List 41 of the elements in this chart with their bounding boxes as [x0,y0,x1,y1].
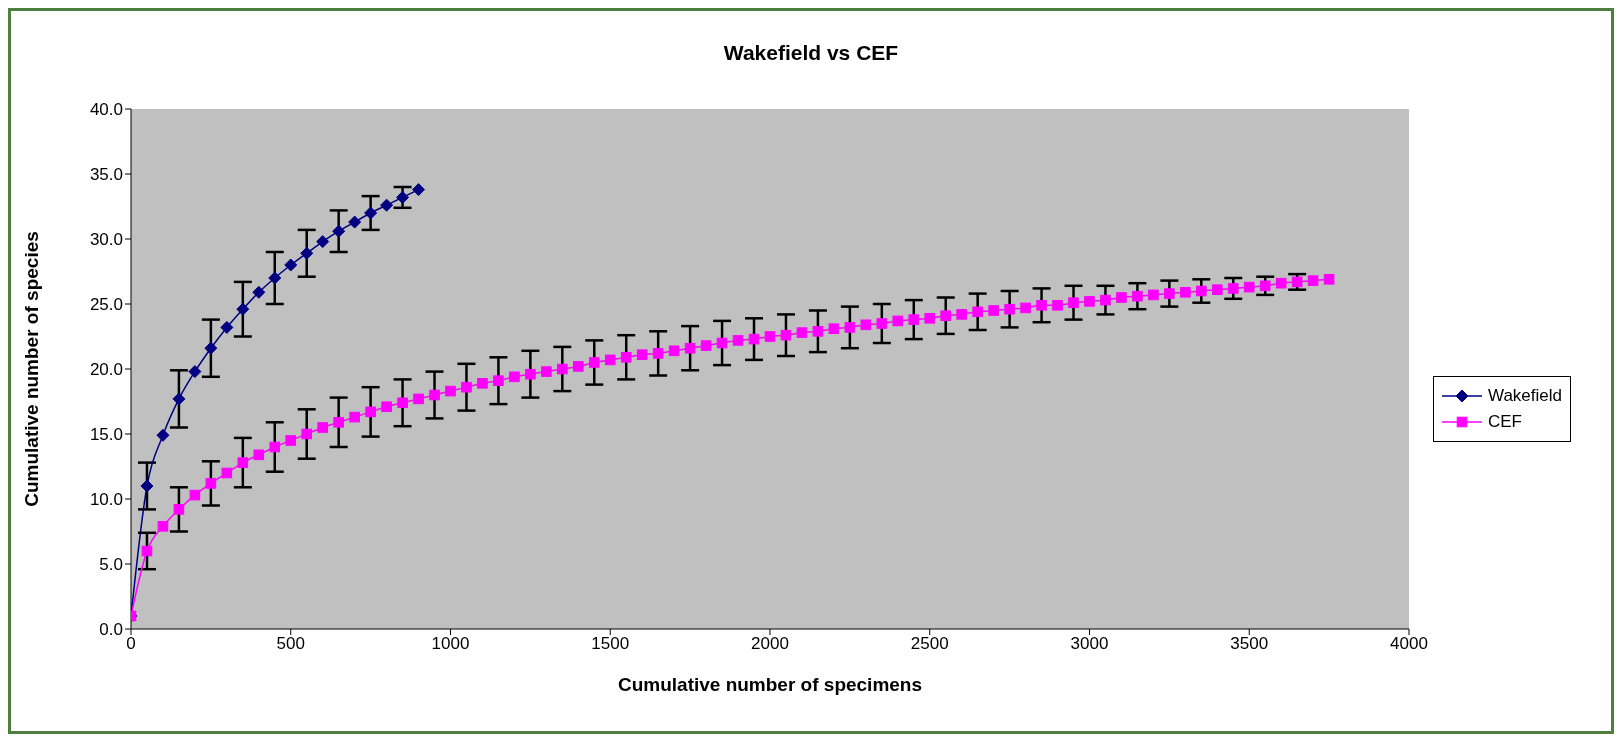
x-tick-label: 2000 [751,634,789,654]
y-tick-label: 20.0 [89,360,123,380]
point [252,285,266,299]
chart-title: Wakefield vs CEF [722,40,900,66]
x-tick-label: 4000 [1390,634,1428,654]
point [348,215,362,229]
point [220,320,234,334]
point [204,341,218,355]
x-tick-label: 3000 [1070,634,1109,654]
x-tick-label: 1000 [431,634,470,654]
point [268,271,282,285]
y-tick-label: 0.0 [99,620,123,640]
legend-label: CEF [1487,412,1522,432]
point [412,183,426,197]
point [364,206,378,220]
point [332,224,346,238]
y-axis-title: Cumulative number of species [20,231,42,507]
point [236,302,250,316]
point [188,365,202,379]
x-tick-label: 0 [126,634,136,654]
x-tick-label: 3500 [1230,634,1269,654]
x-tick-label: 500 [276,634,305,654]
point [380,198,394,212]
y-tick-label: 35.0 [89,165,123,185]
y-tick-label: 15.0 [89,425,123,445]
y-tick-label: 30.0 [89,230,123,250]
point [172,392,186,406]
point [300,246,314,260]
point [284,258,298,272]
y-tick-label: 5.0 [99,555,123,575]
x-tick-label: 1500 [591,634,630,654]
y-tick-label: 40.0 [89,100,123,120]
point [396,190,410,204]
legend-label: Wakefield [1487,386,1562,406]
y-tick-label: 10.0 [89,490,123,510]
y-tick-label: 25.0 [89,295,123,315]
x-tick-label: 2500 [910,634,949,654]
x-axis-title: Cumulative number of specimens [617,674,923,695]
point [156,428,170,442]
point [140,479,154,493]
point [316,235,330,249]
